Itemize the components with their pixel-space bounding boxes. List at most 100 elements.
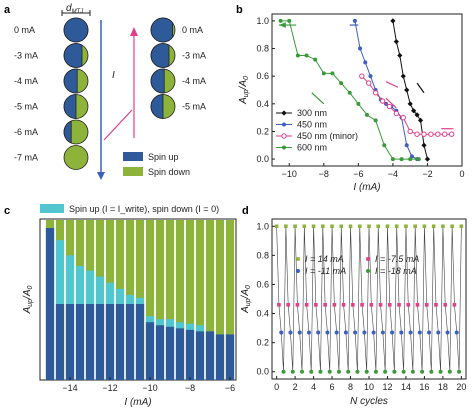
panel-c-legend-swatch (40, 204, 64, 213)
panel-b-series-3-point-10 (365, 112, 369, 117)
panel-d-point-77 (452, 303, 457, 307)
panel-b-series-0-point-10 (424, 156, 431, 162)
panel-d-point-51 (392, 369, 397, 374)
panel-d-xtick-label-1: 2 (293, 382, 298, 392)
panel-d-point-53 (397, 303, 401, 307)
panel-b: −10 −8 −6 −4 −2 0 0.0 0.2 0.4 0.6 0.8 1.0 I (mA) Aup/… (238, 13, 465, 193)
panel-d-xlabel: N cycles (350, 396, 388, 407)
panel-d-point-80 (459, 224, 464, 229)
panel-d-point-65 (424, 303, 429, 307)
panel-c-bar-up-15 (195, 331, 205, 380)
panel-b-series-0-point-3 (400, 73, 406, 79)
panel-b-xtick-label-4: −2 (422, 169, 432, 179)
right-circle-label-2: -4 mA (182, 76, 206, 86)
panel-d-point-18 (316, 330, 321, 335)
panel-c-bar-down-18 (225, 220, 235, 380)
panel-b-series-0-point-8 (417, 117, 424, 123)
panel-d-xtick-label-8: 16 (419, 382, 429, 392)
panel-d-point-32 (348, 224, 353, 229)
left-circle-up-1 (63, 43, 83, 68)
panel-c-bar-up-12 (165, 326, 175, 380)
panel-d-point-56 (404, 224, 408, 229)
left-circle-up-3 (63, 94, 77, 119)
panel-d-xtick-label-0: 0 (274, 382, 279, 392)
panel-b-series-2-line (361, 75, 452, 135)
panel-d-point-64 (422, 224, 427, 229)
panel-c-bar-down-17 (215, 220, 225, 380)
panel-d-xtick-label-7: 14 (401, 382, 411, 392)
left-circle-up-2 (63, 68, 78, 94)
panel-d-point-38 (362, 330, 367, 335)
panel-c-bar-down-13 (175, 220, 185, 380)
left-circle-up-0 (63, 17, 89, 43)
legend-spin-down-swatch (123, 167, 143, 176)
panel-d-ytick-label-0: 0.0 (256, 367, 269, 377)
panel-d-point-67 (429, 369, 434, 374)
panel-c-legend-label: Spin up (I = I_write), spin down (I = 0) (69, 204, 219, 214)
panel-c: −14 −12 −10 −8 −6 I (mA) Aup/A0 Spin up (I = I_… (22, 204, 237, 408)
panel-d-legend-label-1: I = -7.5 mA (375, 254, 419, 264)
panel-b-series-2-point-2 (372, 90, 379, 96)
panel-d-legend-label-0: I = 14 mA (305, 254, 344, 264)
panel-b-series-2-point-11 (435, 131, 441, 137)
panel-c-bar-up-3 (75, 304, 85, 380)
left-circle-label-4: -6 mA (14, 127, 38, 137)
panel-b-frame (271, 13, 463, 167)
panel-d-xtick-label-3: 6 (330, 382, 335, 392)
right-circle-label-1: -3 mA (182, 51, 206, 61)
left-circle-label-3: -5 mA (14, 102, 38, 112)
panel-d-xtick-label-4: 8 (348, 382, 353, 392)
panel-b-legend-label-3: 600 nm (297, 143, 327, 153)
panel-d-point-6 (288, 330, 293, 335)
panel-d-ytick-label-5: 1.0 (256, 221, 269, 231)
panel-d-point-35 (355, 369, 360, 374)
panel-d-ytick-label-3: 0.6 (256, 279, 269, 289)
right-circle-up-2 (150, 68, 165, 94)
panel-c-bar-up-6 (105, 304, 115, 380)
panel-d-point-47 (383, 369, 388, 374)
panel-d-point-36 (357, 224, 362, 229)
panel-b-series-2-point-6 (400, 114, 406, 121)
panel-b-series-3-point-6 (330, 71, 335, 76)
panel-b-series-3-point-16 (416, 157, 421, 162)
panel-b-xtick-label-3: −4 (388, 169, 398, 179)
left-circles: 0 mA -3 mA -4 mA -5 mA -6 mA -7 mA (14, 17, 89, 170)
panel-c-xtick-label-2: −10 (142, 383, 157, 393)
panel-d-point-54 (399, 330, 404, 335)
panel-b-series-0-point-6 (411, 108, 417, 114)
panel-d-xtick-label-2: 4 (311, 382, 316, 392)
left-circle-label-2: -4 mA (14, 76, 38, 86)
panel-b-series-3-point-2 (295, 53, 300, 58)
panel-d-legend-marker-2 (296, 269, 300, 273)
panel-d-ylabel: Aup/A0 (240, 285, 252, 314)
panel-a-label: a (4, 4, 11, 16)
panel-c-xtick-label-1: −12 (102, 383, 117, 393)
panel-b-ytick-label-2: 0.4 (256, 99, 269, 109)
panel-b-series-1-point-2 (363, 60, 368, 65)
panel-d-point-57 (406, 303, 411, 307)
panel-d-point-5 (286, 303, 290, 307)
panel-b-series-3-point-7 (339, 81, 344, 86)
panel-d-point-0 (274, 224, 279, 229)
panel-d-point-71 (438, 369, 443, 374)
panel-b-ytick-label-4: 0.8 (256, 44, 269, 54)
panel-b-series-2-point-0 (359, 73, 365, 79)
current-label: I (112, 70, 115, 81)
panel-c-bar-up-0 (45, 228, 55, 380)
panel-d-legend-marker-1 (366, 257, 370, 261)
panel-d-point-55 (401, 369, 406, 374)
panel-c-bar-down-10 (145, 220, 155, 380)
panel-d-point-28 (339, 224, 344, 229)
panel-b-series-3-point-5 (321, 71, 326, 76)
panel-b-arrow-pink-1 (385, 97, 397, 109)
panel-b-legend-label-1: 450 nm (297, 120, 327, 130)
panel-b-series-3-point-12 (382, 143, 387, 148)
panel-c-bar-up-5 (95, 304, 105, 380)
panel-d-point-75 (447, 369, 452, 374)
panel-c-bar-up-10 (145, 322, 155, 380)
panel-b-series-2-point-12 (442, 131, 448, 137)
panel-d-point-44 (376, 224, 381, 229)
panel-d-point-46 (380, 330, 385, 335)
panel-b-ytick-label-1: 0.2 (256, 126, 269, 136)
panel-b-xtick-label-5: 0 (459, 169, 464, 179)
